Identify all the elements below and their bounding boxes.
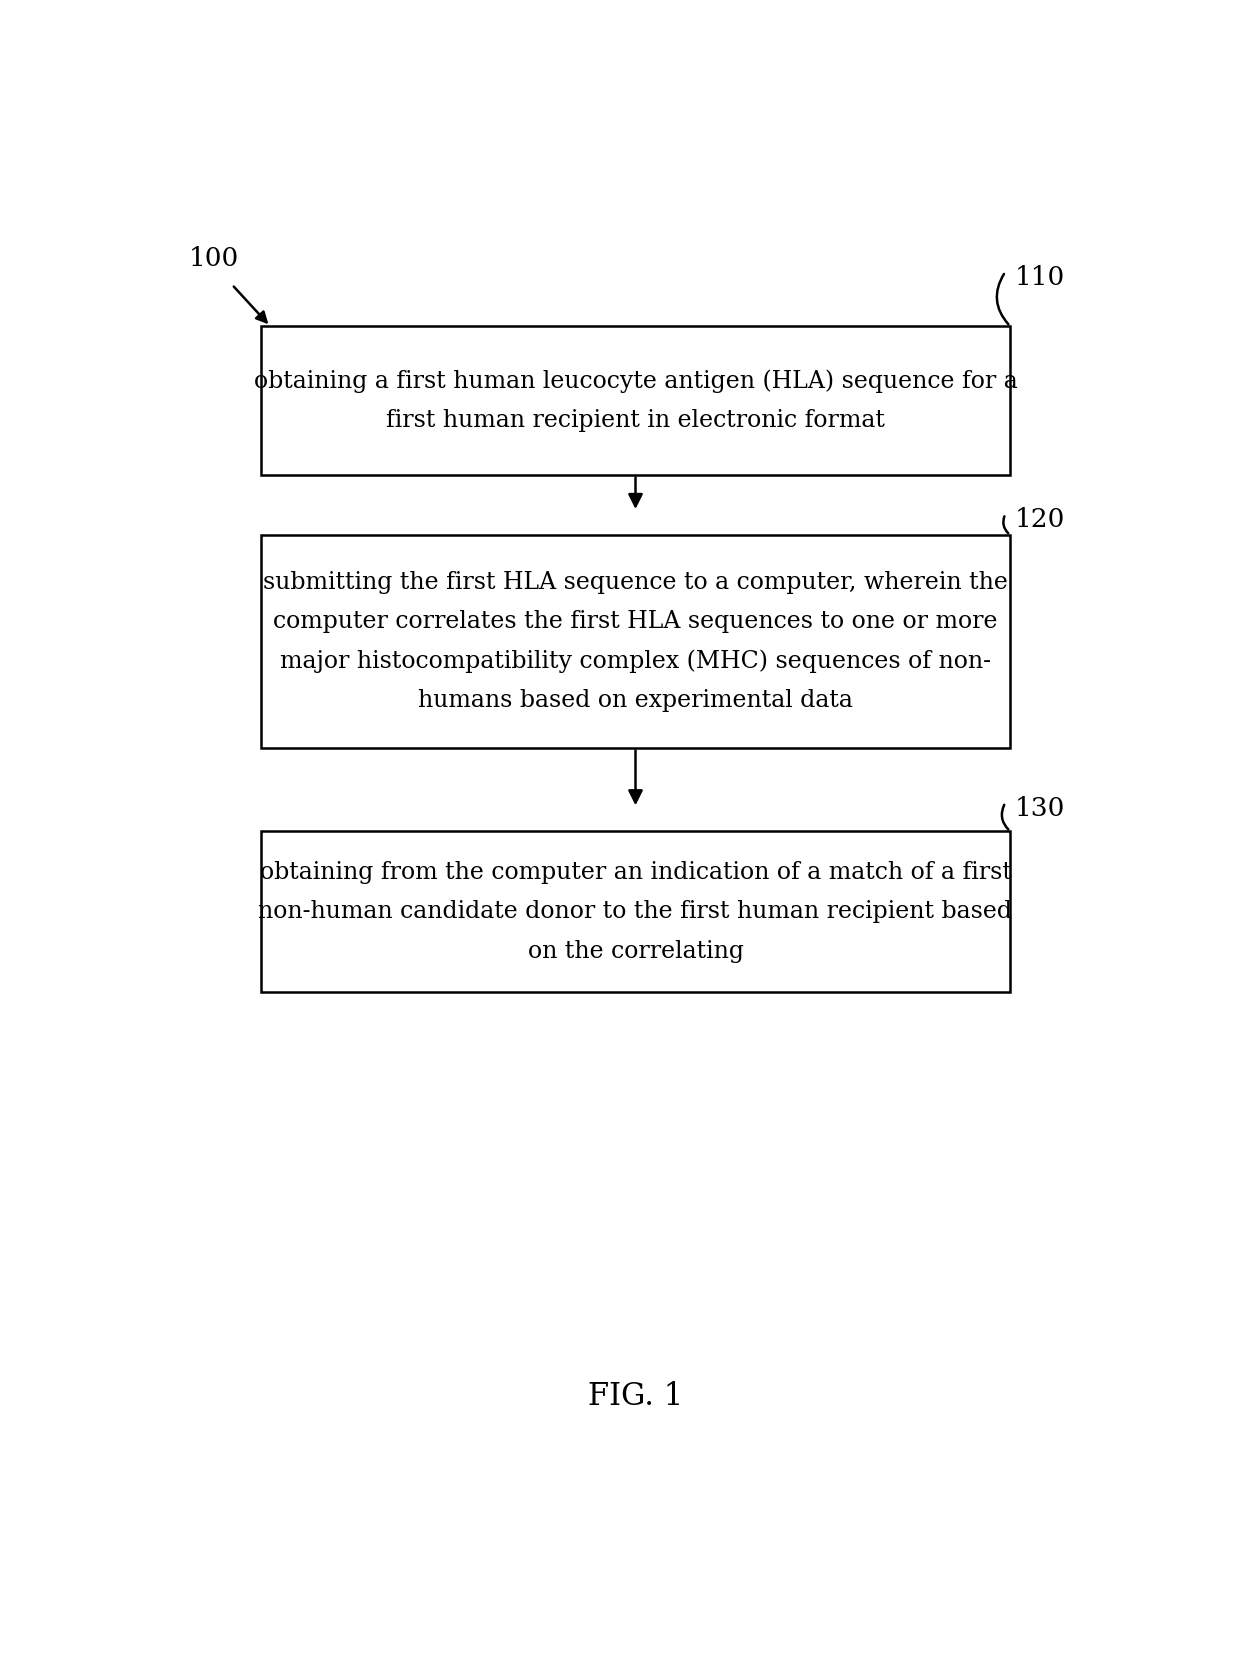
Text: 120: 120: [1016, 507, 1065, 532]
Text: FIG. 1: FIG. 1: [588, 1380, 683, 1412]
Text: 130: 130: [1016, 796, 1065, 821]
Text: obtaining a first human leucocyte antigen (HLA) sequence for a
first human recip: obtaining a first human leucocyte antige…: [254, 370, 1017, 432]
Bar: [260, 535, 1011, 748]
Text: 100: 100: [188, 246, 239, 271]
Text: obtaining from the computer an indication of a match of a first
non-human candid: obtaining from the computer an indicatio…: [258, 862, 1013, 962]
Bar: [260, 831, 1011, 992]
Bar: [260, 326, 1011, 475]
Text: 110: 110: [1016, 266, 1065, 289]
Text: submitting the first HLA sequence to a computer, wherein the
computer correlates: submitting the first HLA sequence to a c…: [263, 570, 1008, 713]
